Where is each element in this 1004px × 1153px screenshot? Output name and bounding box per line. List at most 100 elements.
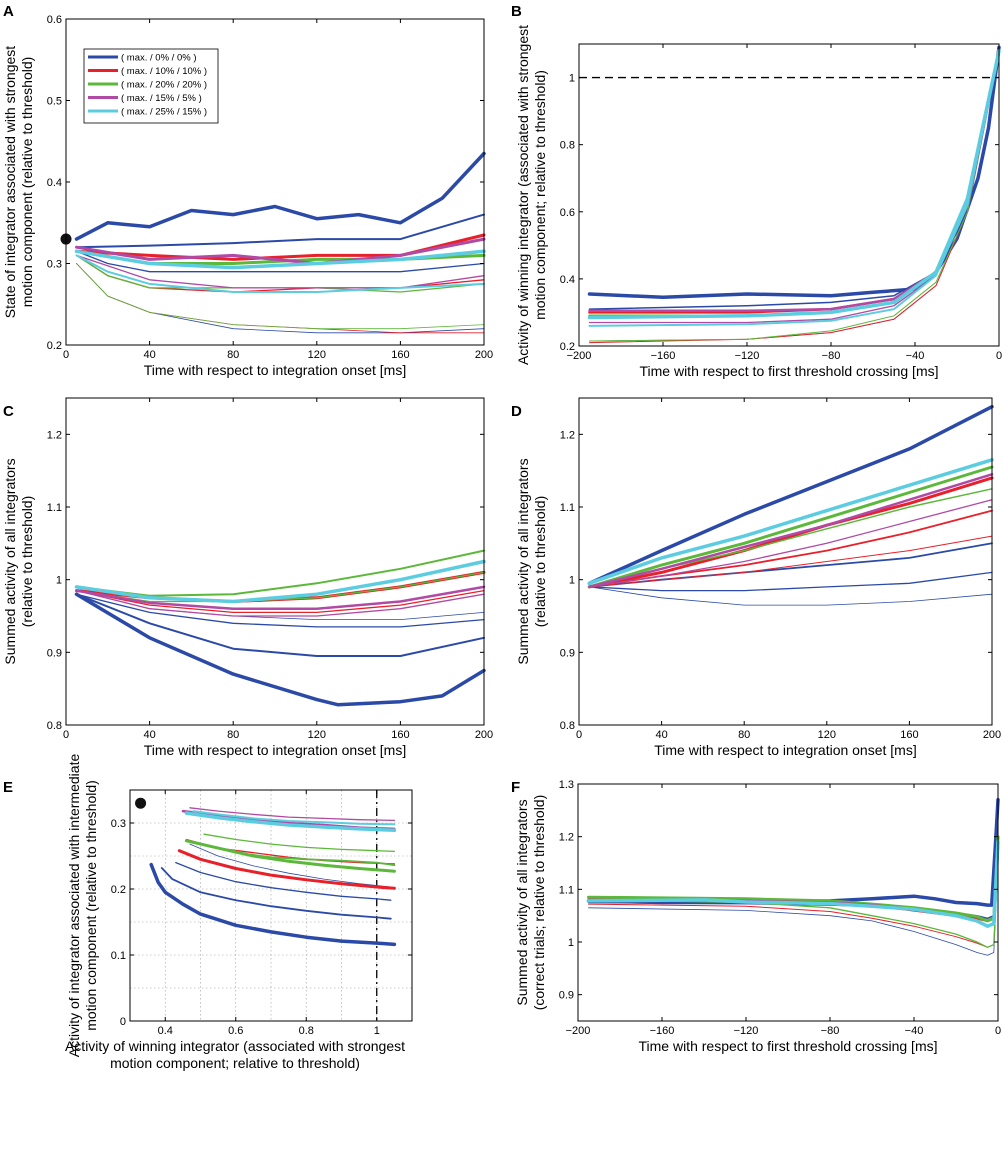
series-group <box>586 798 1000 956</box>
y-tick-label: 1.1 <box>559 884 574 896</box>
y-tick-label: 0.6 <box>47 14 62 26</box>
y-tick-label: 0.6 <box>560 207 575 219</box>
x-axis-label: Time with respect to integration onset [… <box>654 742 916 758</box>
panel-e: 0.4 0.6 0.8 1 0 0.1 0.2 0.3 Activity of winning … <box>3 754 413 1071</box>
x-tick-label: −80 <box>821 1025 840 1037</box>
y-tick-label: 1 <box>568 937 574 949</box>
series-line <box>75 593 485 657</box>
x-tick-label: −200 <box>566 1025 591 1037</box>
start-marker <box>135 797 147 809</box>
x-tick-label: 0 <box>576 729 582 741</box>
x-tick-label: 0 <box>995 1025 1001 1037</box>
series-line <box>177 849 396 890</box>
y-axis-label: (relative to threshold) <box>532 496 548 628</box>
x-tick-label: 120 <box>818 729 836 741</box>
series-line <box>75 589 485 617</box>
series-line <box>75 237 486 265</box>
y-tick-label: 1 <box>56 575 62 587</box>
series-line <box>587 465 994 589</box>
x-tick-label: 160 <box>391 349 409 361</box>
series-line <box>184 811 397 833</box>
series-line <box>74 151 486 241</box>
series-line <box>588 535 993 588</box>
y-tick-label: 1.1 <box>47 502 62 514</box>
series-line <box>75 250 485 273</box>
panel-a: 0 40 80 120 160 200 0.2 0.3 0.4 0.5 0.6 Time with r… <box>2 3 493 378</box>
y-tick-label: 0.1 <box>111 950 126 962</box>
series-line <box>75 254 485 293</box>
series-line <box>586 840 1000 928</box>
panel-label: D <box>511 403 522 420</box>
y-tick-label: 0.8 <box>560 720 575 732</box>
series-line <box>149 862 397 947</box>
y-axis-label: motion component (relative to threshold) <box>19 57 35 308</box>
y-tick-label: 0.2 <box>47 340 62 352</box>
series-line <box>587 857 999 948</box>
y-tick-label: 0.2 <box>560 341 575 353</box>
x-tick-label: 200 <box>475 729 493 741</box>
panel-label: B <box>511 3 522 20</box>
y-tick-label: 0.3 <box>47 259 62 271</box>
series-line <box>75 589 485 614</box>
y-tick-label: 1.1 <box>560 502 575 514</box>
x-tick-label: 40 <box>143 349 155 361</box>
series-line <box>189 843 392 888</box>
y-tick-label: 0.8 <box>560 140 575 152</box>
series-group <box>74 151 486 334</box>
y-axis-label: Summed activity of all integrators <box>515 458 531 664</box>
series-line <box>587 404 994 586</box>
axes-frame <box>577 783 999 1022</box>
series-line <box>587 458 994 586</box>
y-tick-label: 1 <box>569 73 575 85</box>
x-tick-label: −120 <box>735 350 760 362</box>
x-tick-label: 40 <box>143 729 155 741</box>
y-tick-label: 0.4 <box>47 177 62 189</box>
x-tick-label: −200 <box>567 350 592 362</box>
axes-frame <box>129 789 413 1022</box>
x-tick-label: 80 <box>227 729 239 741</box>
x-axis-label: Time with respect to integration onset [… <box>144 742 406 758</box>
panel-label: C <box>3 403 14 420</box>
axes-frame <box>65 397 485 726</box>
series-line <box>160 867 392 920</box>
y-tick-label: 0.9 <box>560 647 575 659</box>
series-line <box>192 810 396 826</box>
x-axis-label: Time with respect to integration onset [… <box>144 362 406 378</box>
legend-entry: ( max. / 15% / 5% ) <box>121 93 202 104</box>
series-line <box>74 592 486 707</box>
x-axis-label: Time with respect to first threshold cro… <box>638 1038 937 1054</box>
y-tick-label: 1.2 <box>47 429 62 441</box>
legend: ( max. / 0% / 0% ) ( max. / 10% / 10% ) ( … <box>83 48 219 124</box>
y-tick-label: 0.4 <box>560 274 575 286</box>
panel-f: −200 −160 −120 −80 −40 0 0.9 1 1.1 1.2 1.3 Time wit… <box>511 779 1001 1054</box>
series-line <box>74 559 486 604</box>
series-line <box>76 263 485 330</box>
y-axis-label: Activity of integrator associated with i… <box>66 754 82 1058</box>
y-axis-label: motion component (relative to threshold) <box>83 780 99 1031</box>
x-tick-label: 80 <box>227 349 239 361</box>
x-tick-label: 80 <box>738 729 750 741</box>
series-line <box>588 586 993 606</box>
y-tick-label: 0.2 <box>111 884 126 896</box>
y-tick-label: 1.2 <box>559 832 574 844</box>
x-tick-label: 160 <box>391 729 409 741</box>
y-axis-label: State of integrator associated with stro… <box>2 46 18 318</box>
panel-label: E <box>3 779 13 796</box>
series-line <box>588 49 1000 327</box>
x-tick-label: 120 <box>308 349 326 361</box>
x-tick-label: 0 <box>63 349 69 361</box>
x-tick-label: −120 <box>734 1025 759 1037</box>
y-tick-label: 0.9 <box>559 990 574 1002</box>
x-tick-label: 0.8 <box>299 1025 314 1037</box>
panel-c: 0 40 80 120 160 200 0.8 0.9 1 1.1 1.2 Time with res… <box>2 397 493 758</box>
series-line <box>74 249 486 270</box>
panel-b: −200 −160 −120 −80 −40 0 0.2 0.4 0.6 0.8 1 Time wit… <box>511 3 1002 379</box>
series-line <box>75 213 485 249</box>
y-tick-label: 0.9 <box>47 647 62 659</box>
x-tick-label: 160 <box>900 729 918 741</box>
series-group <box>74 549 486 707</box>
y-tick-label: 0.8 <box>47 720 62 732</box>
series-line <box>196 841 396 867</box>
y-tick-label: 1.2 <box>560 429 575 441</box>
